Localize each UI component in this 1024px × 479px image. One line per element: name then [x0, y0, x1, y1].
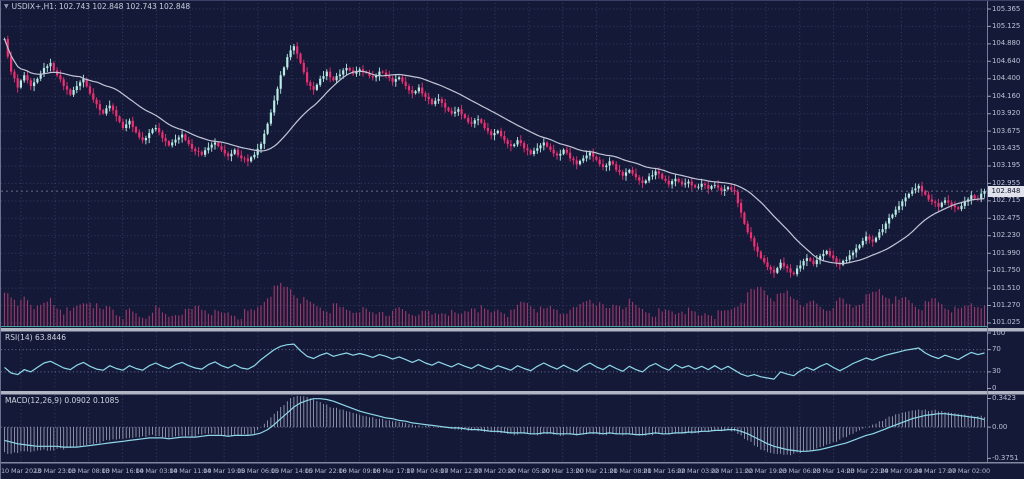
symbol-dropdown-icon[interactable]: ▼	[4, 3, 9, 10]
price-tick-label: 105.125	[992, 21, 1021, 30]
time-tick-label: 13 Mar 16:00	[101, 467, 144, 475]
rsi-tick-label: 30	[992, 367, 1001, 376]
time-tick-label: 10 Mar 23:00	[33, 467, 76, 475]
rsi-indicator-label: RSI(14) 63.8446	[5, 333, 66, 342]
time-tick-label: 20 Mar 05:00	[507, 467, 550, 475]
symbol-ohlc-text: USDIX+,H1: 102.743 102.848 102.743 102.8…	[11, 2, 191, 11]
price-tick-label: 101.270	[992, 301, 1021, 310]
time-tick-label: 22 Mar 03:00	[677, 467, 720, 475]
rsi-tick-label: 70	[992, 345, 1001, 354]
time-tick-label: 15 Mar 14:00	[270, 467, 313, 475]
rsi-tick-label: 0	[992, 384, 997, 392]
time-tick-label: 27 Mar 02:00	[947, 467, 991, 475]
time-tick-label: 17 Mar 12:00	[440, 467, 483, 475]
time-tick-label: 23 Mar 14:00	[812, 467, 855, 475]
time-tick-label: 22 Mar 19:00	[744, 467, 787, 475]
macd-tick-label: 0.00	[992, 422, 1008, 431]
price-tick-label: 103.675	[992, 126, 1021, 135]
time-tick-label: 17 Mar 04:00	[406, 467, 449, 475]
price-tick-label: 101.025	[992, 318, 1021, 327]
macd-indicator-label: MACD(12,26,9) 0.0902 0.1085	[5, 396, 120, 405]
time-tick-label: 21 Mar 16:00	[643, 467, 686, 475]
price-tick-label: 103.195	[992, 161, 1021, 170]
time-tick-label: 24 Mar 17:00	[914, 467, 957, 475]
macd-tick-label: -0.3751	[992, 453, 1019, 462]
price-tick-label: 101.750	[992, 266, 1021, 275]
rsi-tick-label: 100	[992, 328, 1006, 337]
time-tick-label: 15 Mar 22:00	[304, 467, 347, 475]
price-tick-label: 104.880	[992, 39, 1021, 48]
time-tick-label: 14 Mar 11:00	[169, 467, 212, 475]
time-tick-label: 14 Mar 19:00	[203, 467, 246, 475]
price-tick-label: 104.640	[992, 56, 1021, 65]
price-tick-label: 105.365	[992, 4, 1021, 13]
time-tick-label: 14 Mar 03:00	[135, 467, 178, 475]
price-tick-label: 103.920	[992, 109, 1021, 118]
current-price-badge: 102.848	[988, 185, 1024, 197]
price-tick-label: 104.400	[992, 74, 1021, 83]
price-tick-label: 101.510	[992, 283, 1021, 292]
macd-tick-label: 0.3423	[992, 394, 1016, 402]
time-tick-label: 15 Mar 06:00	[236, 467, 280, 475]
price-tick-label: 103.435	[992, 144, 1021, 153]
time-tick-label: 10 Mar 2023	[0, 467, 42, 475]
time-tick-label: 16 Mar 09:00	[338, 467, 381, 475]
time-tick-label: 23 Mar 22:00	[846, 467, 889, 475]
time-tick-label: 17 Mar 20:00	[473, 467, 517, 475]
ohlc-readout: ▼ USDIX+,H1: 102.743 102.848 102.743 102…	[4, 2, 190, 11]
price-tick-label: 102.955	[992, 178, 1021, 187]
time-tick-label: 13 Mar 08:00	[67, 467, 110, 475]
time-tick-label: 22 Mar 11:00	[710, 467, 754, 475]
price-tick-label: 102.230	[992, 231, 1021, 240]
time-tick-label: 21 Mar 08:00	[609, 467, 652, 475]
time-tick-label: 20 Mar 21:00	[575, 467, 618, 475]
time-tick-label: 16 Mar 17:00	[372, 467, 415, 475]
price-tick-label: 101.990	[992, 248, 1021, 257]
time-tick-label: 20 Mar 13:00	[541, 467, 584, 475]
price-tick-label: 104.160	[992, 91, 1021, 100]
price-tick-label: 102.715	[992, 196, 1021, 205]
time-tick-label: 24 Mar 09:00	[880, 467, 923, 475]
price-tick-label: 102.475	[992, 213, 1021, 222]
time-tick-label: 23 Mar 06:00	[778, 467, 821, 475]
